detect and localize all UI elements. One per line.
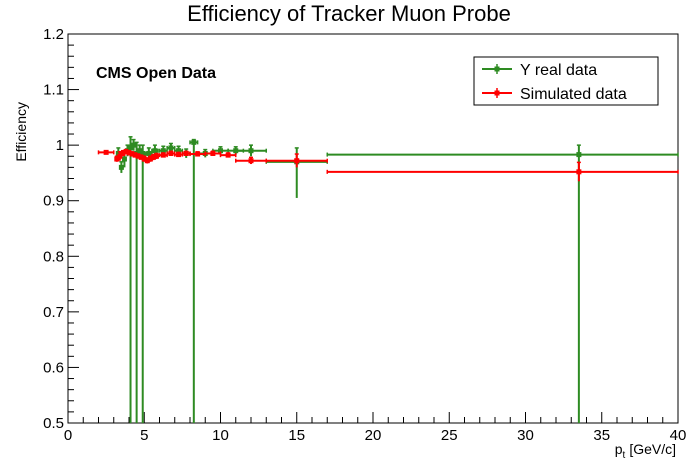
legend-box — [473, 56, 659, 106]
data-point — [176, 152, 182, 158]
data-point — [118, 164, 124, 170]
x-tick-label: 10 — [212, 427, 229, 444]
data-point — [183, 150, 189, 156]
data-point — [135, 153, 141, 159]
y-tick-label: 1.2 — [43, 26, 64, 43]
y-tick-label: 0.6 — [43, 359, 64, 376]
data-point — [168, 145, 174, 151]
y-tick-label: 0.8 — [43, 248, 64, 265]
y-tick-label: 0.5 — [43, 415, 64, 432]
legend-label: Simulated data — [520, 86, 627, 103]
series-real-data — [115, 136, 679, 423]
x-axis-title-p: p — [615, 441, 623, 457]
data-point — [123, 149, 129, 155]
y-tick-label: 1.1 — [43, 82, 64, 99]
data-point — [195, 151, 201, 157]
data-point — [191, 139, 197, 145]
data-point — [129, 151, 135, 157]
data-point — [140, 150, 146, 156]
data-point — [128, 145, 134, 151]
y-tick-label: 1 — [56, 137, 64, 154]
y-axis-tick-labels: 0.5 0.6 0.7 0.8 0.9 1 1.1 1.2 — [43, 26, 64, 432]
x-tick-label: 25 — [441, 427, 458, 444]
series-simulated-data — [97, 148, 679, 182]
data-point — [141, 156, 147, 162]
data-point — [294, 158, 300, 164]
x-tick-label: 0 — [64, 427, 72, 444]
x-tick-label: 20 — [365, 427, 382, 444]
data-point — [176, 148, 182, 154]
x-tick-label: 30 — [517, 427, 534, 444]
cms-open-data-label: CMS Open Data — [96, 65, 216, 82]
data-point — [248, 148, 254, 154]
data-point — [137, 148, 143, 154]
data-point — [132, 152, 138, 158]
data-point — [147, 156, 153, 162]
chart-title: Efficiency of Tracker Muon Probe — [187, 1, 511, 26]
data-point — [115, 150, 121, 156]
data-point — [160, 148, 166, 154]
legend-label: Υ real data — [520, 62, 597, 79]
data-point — [120, 150, 126, 156]
data-point — [210, 150, 216, 156]
data-point — [131, 142, 137, 148]
data-point — [146, 150, 152, 156]
data-point — [576, 169, 582, 175]
y-tick-label: 0.7 — [43, 304, 64, 321]
data-point — [144, 158, 150, 164]
data-point — [150, 154, 156, 160]
data-point — [576, 152, 582, 158]
data-point — [168, 150, 174, 156]
data-point — [248, 158, 254, 164]
series-layer — [97, 136, 679, 423]
data-point — [126, 150, 132, 156]
x-axis-title: pt [GeV/c] — [615, 441, 676, 461]
data-point — [121, 156, 127, 162]
x-axis-title-unit: [GeV/c] — [629, 441, 676, 457]
y-axis-ticks — [68, 33, 79, 424]
data-point — [225, 152, 231, 158]
legend-entry: Υ real data — [482, 62, 597, 79]
legend-marker — [494, 90, 500, 96]
x-axis-ticks — [67, 412, 679, 423]
data-point — [114, 156, 120, 162]
data-point — [160, 152, 166, 158]
data-point — [117, 153, 123, 159]
legend: Υ real data Simulated data — [473, 56, 659, 106]
x-tick-label: 5 — [140, 427, 148, 444]
legend-marker — [494, 66, 500, 72]
data-point — [218, 148, 223, 154]
y-axis-title: Efficiency — [13, 102, 29, 162]
y-tick-label: 0.9 — [43, 193, 64, 210]
data-point — [138, 154, 144, 160]
x-tick-label: 15 — [288, 427, 305, 444]
data-point — [153, 153, 159, 159]
data-point — [152, 148, 158, 154]
data-point — [103, 149, 109, 155]
x-tick-label: 40 — [670, 427, 687, 444]
x-axis-tick-labels: 0 5 10 15 20 25 30 35 40 — [64, 427, 687, 444]
x-tick-label: 35 — [593, 427, 610, 444]
x-axis-title-subscript: t — [623, 450, 626, 461]
legend-entry: Simulated data — [482, 86, 627, 103]
legend-entries: Υ real data Simulated data — [482, 62, 627, 103]
